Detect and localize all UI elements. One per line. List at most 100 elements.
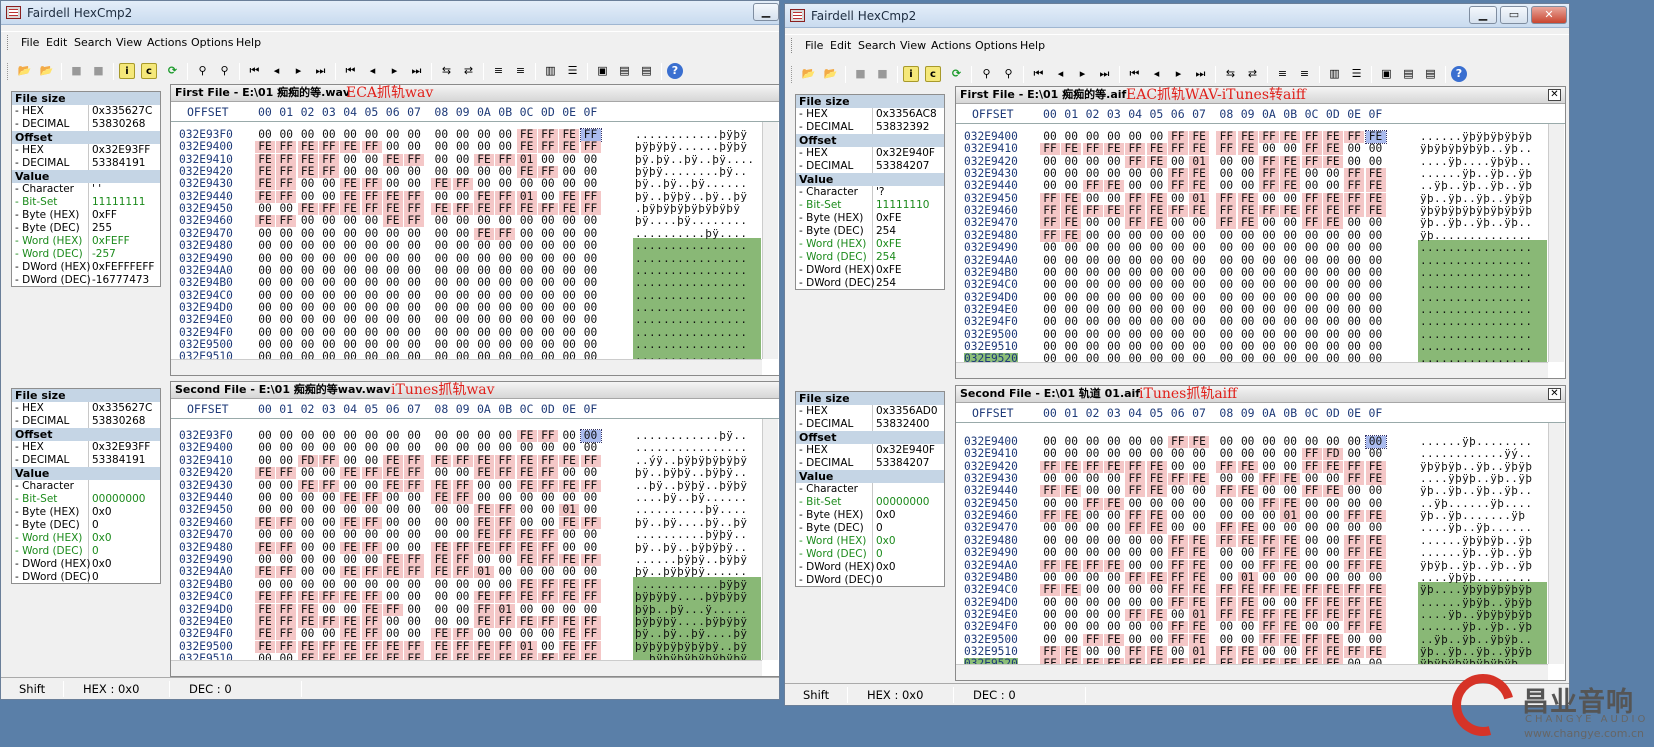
hex-byte[interactable]: 00 xyxy=(322,214,336,228)
hex-byte[interactable]: 00 xyxy=(1368,216,1383,230)
hex-row[interactable]: 032E9460 FE FF 00 00 00 00 FE FF 00 00 00 00 00 00 00 00… xyxy=(171,214,779,228)
hex-byte[interactable]: 00 xyxy=(258,325,272,339)
hex-byte[interactable]: 00 xyxy=(1085,253,1100,267)
hex-byte[interactable]: 00 xyxy=(1043,327,1057,341)
hex-byte[interactable]: 01 xyxy=(1237,571,1258,584)
hex-byte[interactable]: 00 xyxy=(434,313,449,327)
refresh-icon[interactable]: ⟳ xyxy=(167,64,178,77)
hex-byte[interactable]: FE xyxy=(1365,584,1386,597)
hex-byte[interactable]: 00 xyxy=(1128,533,1142,547)
hex-byte[interactable]: 00 xyxy=(364,263,379,277)
hex-byte[interactable]: 00 xyxy=(1347,352,1361,366)
hex-byte[interactable]: FE xyxy=(474,203,494,216)
hex-byte[interactable]: 00 xyxy=(477,239,491,253)
hex-byte[interactable]: FE xyxy=(1280,584,1301,597)
hex-byte[interactable]: 00 xyxy=(1107,644,1121,658)
hex-byte[interactable]: 00 xyxy=(1283,315,1298,329)
hex-byte[interactable]: 00 xyxy=(1240,179,1255,193)
hex-byte[interactable]: 00 xyxy=(519,239,534,253)
hex-byte[interactable]: FF xyxy=(404,640,425,653)
hex-row[interactable]: 032E9480 FF FE 00 00 00 00 00 00 00 00 00 00 00 00 00 00… xyxy=(956,228,1565,242)
hex-byte[interactable]: 00 xyxy=(1219,632,1234,646)
hex-byte[interactable]: 00 xyxy=(1347,228,1361,242)
hex-byte[interactable]: 00 xyxy=(434,325,449,339)
hex-byte[interactable]: 00 xyxy=(343,503,357,517)
hex-byte[interactable]: 00 xyxy=(1192,241,1206,255)
hex-byte[interactable]: 01 xyxy=(1189,155,1210,168)
hex-byte[interactable]: 00 xyxy=(300,540,315,554)
hex-byte[interactable]: FE xyxy=(255,467,275,480)
hex-byte[interactable]: 00 xyxy=(300,325,315,339)
hex-byte[interactable]: 00 xyxy=(1262,459,1276,473)
hex-byte[interactable]: 00 xyxy=(519,313,534,327)
hex-byte[interactable]: 00 xyxy=(455,300,470,314)
hex-byte[interactable]: FE xyxy=(559,554,580,566)
hex-byte[interactable]: FE xyxy=(1103,559,1124,572)
hex-byte[interactable]: 00 xyxy=(1064,521,1079,535)
hex-byte[interactable]: 00 xyxy=(562,528,576,542)
hex-byte[interactable]: FE xyxy=(255,178,275,191)
hex-byte[interactable]: 00 xyxy=(1283,484,1298,498)
hex-byte[interactable]: 00 xyxy=(562,540,576,554)
hex-byte[interactable]: 00 xyxy=(498,478,513,492)
hex-row[interactable]: 032E9480 FE FF 00 00 FE FF 00 00 FE FF FE FF FE FF 00 00… xyxy=(171,540,779,554)
hex-byte[interactable]: 00 xyxy=(1085,447,1100,461)
hex-byte[interactable]: 00 xyxy=(1085,570,1100,584)
hex-byte[interactable]: 00 xyxy=(1192,447,1206,461)
hex-byte[interactable]: FE xyxy=(1237,596,1258,609)
hex-byte[interactable]: 00 xyxy=(1219,496,1234,510)
hex-byte[interactable]: FF xyxy=(1167,633,1188,646)
hex-byte[interactable]: 00 xyxy=(498,177,513,191)
hex-byte[interactable]: FF xyxy=(1259,584,1279,597)
hex-byte[interactable]: 00 xyxy=(1149,327,1164,341)
hex-byte[interactable]: 00 xyxy=(1262,327,1276,341)
hex-byte[interactable]: FD xyxy=(297,454,318,467)
hex-byte[interactable]: FE xyxy=(1322,608,1343,621)
vertical-scrollbar[interactable] xyxy=(1548,124,1564,362)
hex-byte[interactable]: 00 xyxy=(1368,228,1383,242)
hex-byte[interactable]: 00 xyxy=(1368,265,1383,279)
hex-byte[interactable]: FF xyxy=(276,616,297,628)
hex-byte[interactable]: FF xyxy=(580,591,601,604)
hex-byte[interactable]: FE xyxy=(340,541,361,554)
hex-byte[interactable]: 00 xyxy=(343,313,357,327)
hex-byte[interactable]: FF xyxy=(580,554,601,566)
hex-byte[interactable]: FE xyxy=(431,454,452,467)
hex-byte[interactable]: FE xyxy=(255,616,275,628)
hex-byte[interactable]: FE xyxy=(1322,192,1343,205)
hex-byte[interactable]: 00 xyxy=(1283,339,1298,353)
hex-byte[interactable]: FE xyxy=(382,454,403,467)
hex-byte[interactable]: 00 xyxy=(407,577,421,591)
hex-byte[interactable]: FF xyxy=(361,541,382,554)
hex-byte[interactable]: 00 xyxy=(519,337,534,351)
hex-byte[interactable]: 00 xyxy=(1262,447,1276,461)
unsync-icon[interactable]: ⇄ xyxy=(1247,67,1258,80)
hex-byte[interactable]: 00 xyxy=(562,165,576,179)
hex-byte[interactable]: 00 xyxy=(1219,241,1234,255)
hex-byte[interactable]: 00 xyxy=(1128,130,1142,143)
hex-byte[interactable]: FF xyxy=(1040,485,1060,498)
hex-row[interactable]: 032E94E0 00 00 00 00 00 00 00 00 00 00 00 00 00 00 00 00… xyxy=(171,314,779,326)
hex-byte[interactable]: 01 xyxy=(1189,645,1210,658)
hex-byte[interactable]: 00 xyxy=(455,466,470,480)
hex-byte[interactable]: FF xyxy=(1216,131,1237,143)
hex-byte[interactable]: 00 xyxy=(386,337,400,351)
sync-icon[interactable]: ⇆ xyxy=(441,64,452,77)
hex-byte[interactable]: FF xyxy=(495,640,516,653)
hex-row[interactable]: 032E94D0 00 00 00 00 00 00 FF FE FF FE 00 00 FF FE FF FE… xyxy=(956,596,1565,609)
hex-byte[interactable]: FE xyxy=(297,640,318,653)
hex-byte[interactable]: FF xyxy=(495,504,516,517)
hex-byte[interactable]: FF xyxy=(1040,192,1060,205)
hex-byte[interactable]: FF xyxy=(537,166,558,179)
hex-row[interactable]: 032E9470 FF FE 00 00 FF FE 00 00 FF FE 00 00 FF FE 00 00… xyxy=(956,216,1565,230)
hex-row[interactable]: 032E9420 00 00 00 00 FF FE 00 01 00 00 FF FE FF FE 00 00… xyxy=(956,155,1565,168)
hex-byte[interactable]: 00 xyxy=(579,429,602,443)
hex-byte[interactable]: 00 xyxy=(1149,447,1164,461)
hex-byte[interactable]: 00 xyxy=(1149,558,1164,572)
hex-byte[interactable]: FF xyxy=(276,166,297,179)
hex-byte[interactable]: FF xyxy=(404,554,425,566)
hex-byte[interactable]: 00 xyxy=(1107,327,1121,341)
hex-byte[interactable]: 00 xyxy=(477,627,491,641)
hex-row[interactable]: 032E94F0 00 00 00 00 00 00 00 00 00 00 00 00 00 00 00 00… xyxy=(956,316,1565,328)
hex-byte[interactable]: 00 xyxy=(1262,644,1276,658)
